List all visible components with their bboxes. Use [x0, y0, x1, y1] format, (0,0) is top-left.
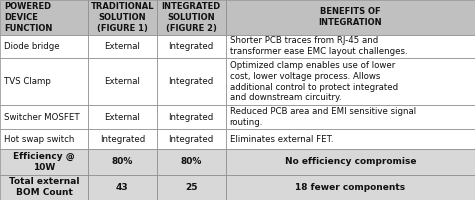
Text: 80%: 80%: [112, 157, 133, 166]
Text: POWERED
DEVICE
FUNCTION: POWERED DEVICE FUNCTION: [4, 2, 52, 33]
Text: Hot swap switch: Hot swap switch: [4, 135, 75, 144]
Text: BENEFITS OF
INTEGRATION: BENEFITS OF INTEGRATION: [319, 7, 382, 27]
Text: No efficiency compromise: No efficiency compromise: [285, 157, 416, 166]
Text: External: External: [104, 113, 140, 122]
Bar: [88, 105, 157, 129]
Bar: [157, 35, 226, 58]
Text: Integrated: Integrated: [100, 135, 145, 144]
Bar: [157, 129, 226, 149]
Bar: [226, 129, 475, 149]
Bar: [88, 35, 157, 58]
Text: Diode bridge: Diode bridge: [4, 42, 60, 51]
Text: 43: 43: [116, 183, 129, 192]
Bar: [226, 175, 475, 200]
Text: 25: 25: [185, 183, 198, 192]
Bar: [88, 0, 157, 35]
Text: Integrated: Integrated: [169, 77, 214, 86]
Bar: [0, 58, 88, 105]
Bar: [226, 0, 475, 35]
Text: Efficiency @
10W: Efficiency @ 10W: [13, 152, 75, 172]
Bar: [157, 58, 226, 105]
Bar: [88, 129, 157, 149]
Text: Optimized clamp enables use of lower
cost, lower voltage process. Allows
additio: Optimized clamp enables use of lower cos…: [229, 61, 398, 102]
Text: Switcher MOSFET: Switcher MOSFET: [4, 113, 80, 122]
Text: TVS Clamp: TVS Clamp: [4, 77, 51, 86]
Bar: [88, 149, 157, 175]
Text: Eliminates external FET.: Eliminates external FET.: [229, 135, 333, 144]
Bar: [157, 175, 226, 200]
Text: Reduced PCB area and EMI sensitive signal
routing.: Reduced PCB area and EMI sensitive signa…: [229, 107, 416, 127]
Bar: [0, 0, 88, 35]
Bar: [0, 129, 88, 149]
Text: TRADITIONAL
SOLUTION
(FIGURE 1): TRADITIONAL SOLUTION (FIGURE 1): [91, 2, 154, 33]
Text: Integrated: Integrated: [169, 135, 214, 144]
Text: External: External: [104, 77, 140, 86]
Bar: [157, 0, 226, 35]
Bar: [0, 149, 88, 175]
Bar: [226, 105, 475, 129]
Bar: [226, 35, 475, 58]
Bar: [0, 175, 88, 200]
Bar: [157, 149, 226, 175]
Text: 18 fewer components: 18 fewer components: [295, 183, 405, 192]
Bar: [226, 58, 475, 105]
Text: Shorter PCB traces from RJ-45 and
transformer ease EMC layout challenges.: Shorter PCB traces from RJ-45 and transf…: [229, 36, 407, 56]
Text: Total external
BOM Count: Total external BOM Count: [9, 177, 79, 197]
Text: 80%: 80%: [180, 157, 202, 166]
Bar: [88, 175, 157, 200]
Bar: [0, 105, 88, 129]
Text: INTEGRATED
SOLUTION
(FIGURE 2): INTEGRATED SOLUTION (FIGURE 2): [162, 2, 221, 33]
Text: External: External: [104, 42, 140, 51]
Bar: [88, 58, 157, 105]
Bar: [157, 105, 226, 129]
Bar: [226, 149, 475, 175]
Text: Integrated: Integrated: [169, 113, 214, 122]
Bar: [0, 35, 88, 58]
Text: Integrated: Integrated: [169, 42, 214, 51]
